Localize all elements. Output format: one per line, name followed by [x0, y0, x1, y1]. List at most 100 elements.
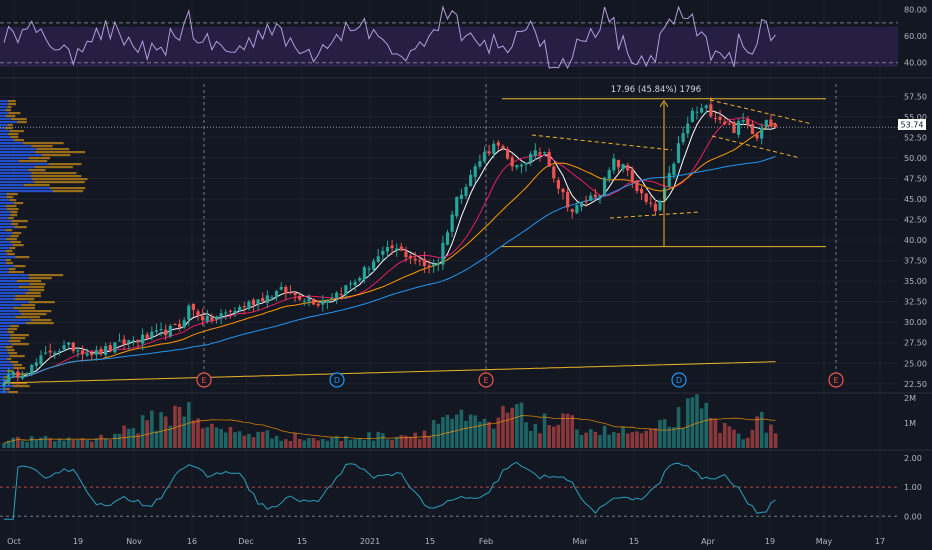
- volume-profile-bar-down: [28, 157, 50, 160]
- volume-bar: [6, 440, 11, 448]
- volume-profile-bar-up: [0, 106, 8, 109]
- volume-profile-bar-down: [13, 367, 26, 370]
- volume-pane[interactable]: [2, 394, 778, 448]
- candle-body: [621, 164, 625, 170]
- candle-body: [413, 258, 417, 261]
- candle-body: [769, 119, 773, 126]
- candle-body: [676, 143, 681, 163]
- volume-profile-bar-down: [4, 376, 10, 379]
- volume-profile-bar-up: [0, 190, 53, 193]
- volume-profile-bar-up: [0, 202, 14, 205]
- current-price-box: [898, 119, 926, 130]
- volume-profile-bar-down: [6, 196, 14, 199]
- volume-bar: [607, 434, 612, 448]
- volume-profile-bar-down: [6, 208, 19, 211]
- candle-body: [686, 123, 690, 134]
- candle-body: [67, 342, 71, 345]
- axis-tick-label: 57.50: [904, 92, 927, 101]
- time-tick-label: 15: [425, 537, 435, 546]
- candle-body: [48, 350, 52, 353]
- volume-bar: [658, 420, 662, 448]
- volume-bar: [736, 433, 741, 448]
- candle-body: [191, 304, 196, 310]
- axis-tick-label: 47.50: [904, 174, 927, 183]
- candle-body: [62, 345, 66, 350]
- candle-body: [422, 258, 427, 266]
- volume-bar: [621, 427, 625, 448]
- candle-body: [122, 339, 126, 345]
- price-pane[interactable]: [0, 97, 898, 393]
- volume-bar: [445, 414, 450, 448]
- volume-profile-bar-up: [0, 376, 5, 379]
- volume-profile-bar-up: [0, 316, 16, 319]
- volume-profile-bar-up: [0, 223, 12, 226]
- volume-bar: [131, 428, 136, 448]
- candle-body: [11, 371, 15, 376]
- volume-profile-bar-down: [31, 172, 77, 175]
- candle-body: [395, 248, 399, 251]
- volume-profile-bar-up: [0, 337, 11, 340]
- earnings-marker-label: E: [483, 376, 488, 385]
- volume-bar: [547, 425, 551, 448]
- volume-bar: [94, 438, 99, 448]
- volume-bar: [16, 436, 20, 448]
- rsi-pane[interactable]: [0, 5, 898, 70]
- volume-profile-bar-down: [33, 181, 85, 184]
- volume-bar: [173, 405, 177, 448]
- volume-profile-bar-down: [8, 352, 18, 355]
- volume-profile-bar-up: [0, 181, 34, 184]
- volume-profile-bar-up: [0, 286, 19, 289]
- volume-bar: [53, 441, 57, 448]
- candle-body: [556, 179, 560, 189]
- volume-bar: [399, 435, 404, 448]
- volume-bar: [140, 415, 145, 448]
- candle-body: [330, 298, 334, 300]
- volume-bar: [34, 439, 39, 448]
- candle-body: [492, 143, 496, 154]
- candle-body: [381, 250, 385, 255]
- candle-body: [2, 383, 6, 386]
- volume-bar: [390, 439, 394, 448]
- volume-bar: [210, 423, 214, 448]
- volume-bar: [487, 421, 491, 448]
- time-axis[interactable]: Oct 19 Nov 16 Dec 15 2021 15 Feb Mar 15 Apr 19 May 17: [7, 537, 885, 546]
- volume-profile-bar-up: [0, 142, 23, 145]
- volume-profile-bar-up: [0, 289, 29, 292]
- volume-profile-bar-up: [0, 322, 26, 325]
- candle-body: [80, 350, 85, 355]
- volume-profile-bar-up: [0, 109, 6, 112]
- ma-mid-line: [3, 117, 776, 384]
- volume-bar: [727, 426, 732, 448]
- volume-bar: [413, 432, 417, 448]
- volume-profile-bar-down: [8, 271, 24, 274]
- candle-body: [325, 300, 329, 303]
- oscillator-pane[interactable]: [0, 461, 898, 520]
- volume-bar: [371, 440, 376, 448]
- volume-bar: [695, 394, 699, 448]
- volume-bar: [690, 397, 695, 448]
- volume-profile-bar-down: [12, 385, 30, 388]
- volume-profile-bar-up: [0, 283, 30, 286]
- volume-bar: [635, 431, 639, 448]
- volume-bar: [427, 436, 431, 448]
- volume-profile-bar-down: [17, 121, 27, 124]
- time-tick-label: Oct: [7, 537, 21, 546]
- volume-bar: [62, 440, 66, 448]
- price-axis[interactable]: 80.00 60.00 40.00 57.50 55.00 52.50 50.00 47.50…: [904, 6, 927, 522]
- volume-profile-bar-up: [0, 379, 6, 382]
- candle-body: [348, 283, 353, 285]
- axis-tick-label: 27.50: [904, 339, 927, 348]
- volume-bar: [99, 434, 103, 448]
- volume-profile-bar-up: [0, 118, 11, 121]
- volume-profile-bar-down: [10, 241, 21, 244]
- volume-bar: [556, 424, 561, 448]
- volume-profile-bar-down: [23, 184, 50, 187]
- volume-bar: [200, 428, 205, 448]
- rsi-line: [3, 5, 776, 70]
- volume-bar: [394, 437, 399, 448]
- volume-profile-bar-down: [8, 112, 21, 115]
- volume-bar: [353, 439, 357, 448]
- volume-bar: [344, 436, 348, 448]
